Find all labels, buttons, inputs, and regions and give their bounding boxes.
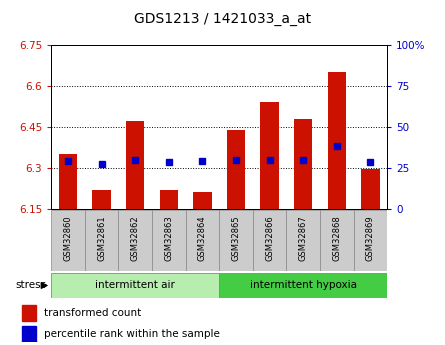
Bar — [51, 273, 219, 298]
Text: percentile rank within the sample: percentile rank within the sample — [44, 329, 220, 339]
Text: intermittent air: intermittent air — [95, 280, 175, 290]
Bar — [287, 210, 320, 271]
Bar — [51, 210, 85, 271]
Text: stress: stress — [15, 280, 46, 290]
Text: GSM32869: GSM32869 — [366, 215, 375, 261]
Bar — [294, 119, 312, 209]
Text: GDS1213 / 1421033_a_at: GDS1213 / 1421033_a_at — [134, 12, 311, 26]
Bar — [152, 210, 186, 271]
Text: GSM32867: GSM32867 — [299, 215, 307, 261]
Bar — [253, 210, 287, 271]
Bar — [219, 210, 253, 271]
Bar — [85, 210, 118, 271]
Text: intermittent hypoxia: intermittent hypoxia — [250, 280, 356, 290]
Bar — [219, 273, 387, 298]
Bar — [22, 326, 36, 342]
Bar — [59, 154, 77, 209]
Text: GSM32864: GSM32864 — [198, 215, 207, 261]
Bar — [361, 169, 380, 209]
Text: GSM32862: GSM32862 — [131, 215, 140, 261]
Text: GSM32861: GSM32861 — [97, 215, 106, 261]
Bar — [193, 193, 212, 209]
Bar — [159, 190, 178, 209]
Bar — [126, 121, 145, 209]
Bar — [260, 102, 279, 209]
Bar — [320, 210, 354, 271]
Bar — [118, 210, 152, 271]
Bar — [328, 72, 346, 209]
Bar — [353, 210, 387, 271]
Text: GSM32868: GSM32868 — [332, 215, 341, 261]
Text: GSM32866: GSM32866 — [265, 215, 274, 261]
Bar — [92, 190, 111, 209]
Text: GSM32860: GSM32860 — [64, 215, 73, 261]
Text: transformed count: transformed count — [44, 308, 141, 318]
Text: GSM32865: GSM32865 — [231, 215, 240, 261]
Bar — [227, 129, 245, 209]
Bar — [186, 210, 219, 271]
Text: GSM32863: GSM32863 — [164, 215, 173, 261]
Bar — [22, 305, 36, 321]
